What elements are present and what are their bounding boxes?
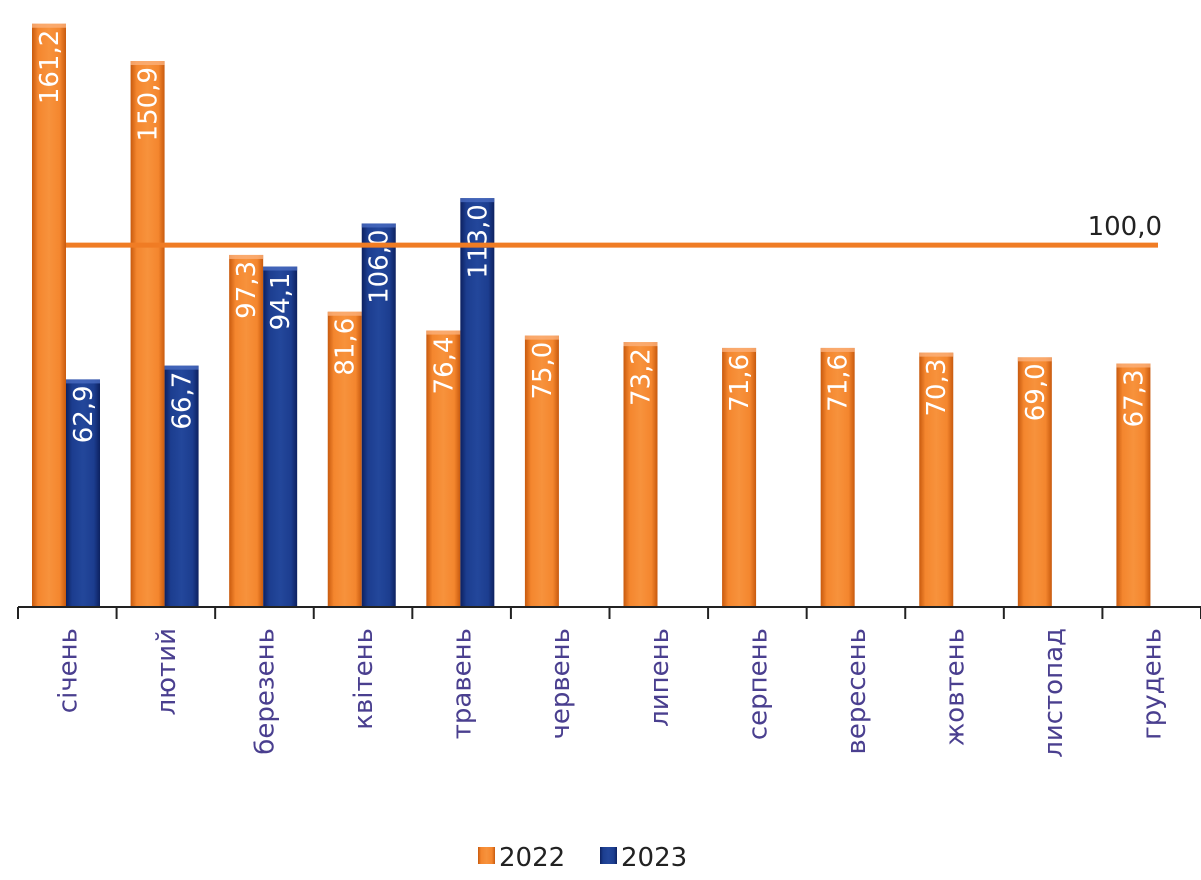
legend-label: 2022 — [499, 843, 565, 873]
data-label: 62,9 — [69, 385, 99, 443]
bar-2022-вересень: 71,6 — [820, 347, 855, 607]
bar-rect — [722, 347, 757, 607]
bar-rect — [623, 342, 658, 607]
data-label: 75,0 — [528, 342, 558, 400]
bar-cap — [426, 330, 461, 335]
bar-rect — [361, 223, 396, 608]
data-label: 71,6 — [725, 354, 755, 412]
data-label: 106,0 — [365, 229, 395, 303]
category-label: лютий — [152, 628, 182, 715]
bar-rect — [426, 330, 461, 607]
bar-2023-квітень: 106,0 — [361, 223, 396, 608]
bar-rect — [32, 23, 66, 608]
legend-label: 2023 — [621, 843, 687, 873]
data-label: 150,9 — [134, 67, 164, 141]
bar-2022-березень: 97,3 — [229, 254, 264, 607]
bar-cap — [164, 365, 199, 370]
reference-line-label: 100,0 — [1088, 212, 1162, 242]
bars-group: 161,2 150,9 97,3 81,6 76,4 75,0 73,2 71,6 71,6 70… — [32, 23, 1151, 608]
data-label: 71,6 — [824, 354, 854, 412]
category-label: липень — [645, 628, 675, 727]
bar-2022-листопад: 69,0 — [1017, 357, 1052, 607]
reference-line-group: 100,0 — [66, 212, 1162, 248]
category-label: серпень — [743, 628, 773, 740]
data-label: 76,4 — [429, 337, 459, 395]
category-label: листопад — [1039, 628, 1069, 758]
data-label: 113,0 — [463, 204, 493, 278]
category-label: січень — [53, 628, 83, 713]
bar-cap — [1116, 363, 1151, 368]
data-label: 67,3 — [1119, 369, 1149, 427]
bar-2022-травень: 76,4 — [426, 330, 461, 607]
legend: 2022 2023 — [478, 843, 687, 873]
bar-rect — [164, 365, 199, 607]
data-label: 161,2 — [35, 30, 65, 104]
bar-rect — [130, 61, 165, 608]
bar-cap — [130, 61, 165, 66]
bar-2023-січень: 62,9 — [66, 379, 100, 607]
bar-cap — [361, 223, 396, 228]
legend-swatch — [600, 847, 617, 864]
data-label: 94,1 — [266, 273, 296, 331]
data-label: 69,0 — [1021, 363, 1051, 421]
category-labels: січень лютий березень квітень травень червень… — [53, 628, 1167, 758]
bar-2023-травень: 113,0 — [460, 198, 495, 608]
category-label: травень — [448, 628, 478, 739]
x-axis — [17, 606, 1201, 619]
bar-cap — [722, 347, 757, 352]
bar-2022-червень: 75,0 — [524, 335, 559, 607]
bar-cap — [524, 335, 559, 340]
bar-rect — [1017, 357, 1052, 607]
bar-2022-квітень: 81,6 — [327, 311, 362, 607]
bar-2022-січень: 161,2 — [32, 23, 66, 608]
legend-swatch — [478, 847, 495, 864]
bar-rect — [1116, 363, 1151, 607]
category-label: вересень — [842, 628, 872, 754]
bar-rect — [919, 352, 954, 607]
bar-rect — [229, 254, 264, 607]
category-label: березень — [250, 628, 280, 755]
legend-item-2023: 2023 — [600, 843, 687, 873]
bar-2022-липень: 73,2 — [623, 342, 658, 607]
data-label: 73,2 — [627, 348, 657, 406]
bar-2022-грудень: 67,3 — [1116, 363, 1151, 607]
bar-cap — [1017, 357, 1052, 362]
bar-cap — [263, 266, 298, 271]
bar-cap — [460, 198, 495, 203]
category-label: жовтень — [941, 628, 971, 746]
bar-cap — [820, 347, 855, 352]
bar-2022-серпень: 71,6 — [722, 347, 757, 607]
bar-cap — [623, 342, 658, 347]
category-label: грудень — [1138, 628, 1168, 740]
bar-cap — [229, 254, 264, 259]
bar-rect — [524, 335, 559, 607]
bar-rect — [460, 198, 495, 608]
data-label: 66,7 — [168, 372, 198, 430]
bar-rect — [263, 266, 298, 607]
data-label: 81,6 — [331, 318, 361, 376]
bar-2023-березень: 94,1 — [263, 266, 298, 607]
bar-cap — [327, 311, 362, 316]
legend-item-2022: 2022 — [478, 843, 565, 873]
data-label: 70,3 — [922, 359, 952, 417]
bar-rect — [820, 347, 855, 607]
bar-rect — [327, 311, 362, 607]
data-label: 97,3 — [232, 261, 262, 319]
category-label: червень — [546, 628, 576, 740]
bar-2022-лютий: 150,9 — [130, 61, 165, 608]
bar-rect — [66, 379, 100, 607]
bar-cap — [32, 23, 66, 28]
bar-cap — [919, 352, 954, 357]
bar-cap — [66, 379, 100, 384]
category-label: квітень — [349, 628, 379, 730]
bar-2022-жовтень: 70,3 — [919, 352, 954, 607]
bar-2023-лютий: 66,7 — [164, 365, 199, 607]
